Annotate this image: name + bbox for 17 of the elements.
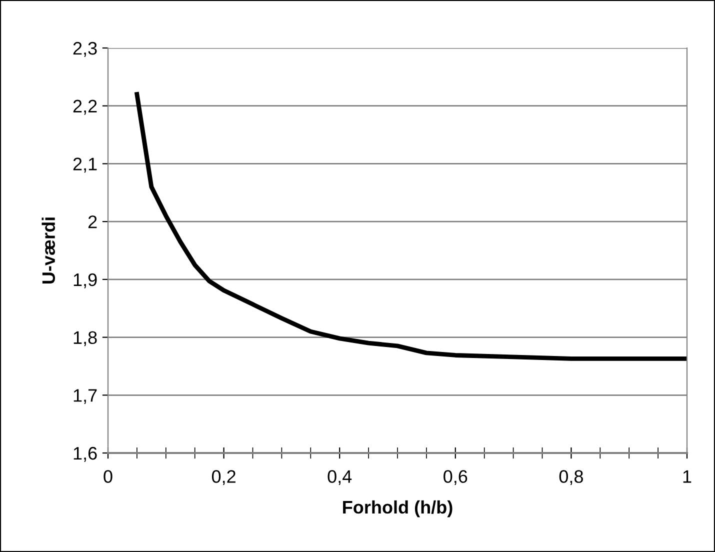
y-tick-label: 1,8 <box>74 331 97 346</box>
x-tick-label: 0,8 <box>559 470 583 486</box>
y-tick-label: 2,2 <box>73 100 97 115</box>
y-tick-label: 1,7 <box>74 389 97 404</box>
line-series <box>134 92 687 361</box>
x-tick-label: 0,4 <box>328 470 352 486</box>
x-tick-label: 0 <box>104 470 112 483</box>
y-tick-label: 2 <box>88 216 97 228</box>
x-tick-label: 0,6 <box>444 470 468 486</box>
y-tick-label: 2,3 <box>73 42 97 57</box>
y-tick-label: 1,9 <box>74 273 97 288</box>
y-axis-title: U-værdi <box>42 218 56 284</box>
x-tick-label: 1 <box>683 470 692 483</box>
y-tick-label: 1,6 <box>74 446 97 462</box>
x-axis-title: Forhold (h/b) <box>343 500 452 518</box>
x-tick-label: 0,2 <box>212 470 236 486</box>
y-tick-label: 2,1 <box>73 158 97 173</box>
